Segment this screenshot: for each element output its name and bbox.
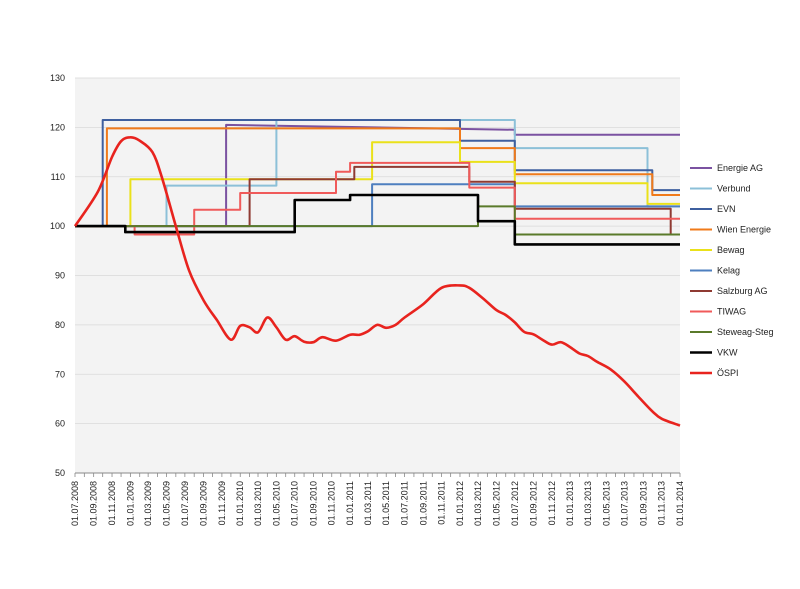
series-line-wien-energie — [75, 127, 680, 228]
y-tick-label: 60 — [55, 419, 65, 429]
y-tick-label: 70 — [55, 369, 65, 379]
y-tick-label: 120 — [50, 122, 65, 132]
x-tick-label: 01.09.2008 — [89, 481, 99, 526]
series-line-steweag-steg — [75, 205, 680, 236]
x-tick-label: 01.07.2008 — [70, 481, 80, 526]
x-tick-label: 01.03.2010 — [253, 481, 263, 526]
x-tick-label: 01.05.2009 — [162, 481, 172, 526]
legend-label: VKW — [717, 348, 738, 358]
axes: 50 60 70 80 90 100 110 120 130 01.07.2008 01.09.20… — [50, 73, 685, 526]
x-tick-label: 01.05.2013 — [601, 481, 611, 526]
y-tick-label: 90 — [55, 271, 65, 281]
x-tick-label: 01.07.2012 — [510, 481, 520, 526]
x-tick-label: 01.01.2010 — [235, 481, 245, 526]
x-tick-label: 01.01.2012 — [455, 481, 465, 526]
legend-label: TIWAG — [717, 307, 746, 317]
x-tick-label: 01.07.2013 — [620, 481, 630, 526]
y-tick-label: 80 — [55, 320, 65, 330]
series-line-bewag — [75, 141, 680, 228]
legend: Energie AG Verbund EVN Wien Energie Bewag Kel… — [690, 163, 774, 378]
legend-label: Salzburg AG — [717, 286, 768, 296]
x-tick-label: 01.09.2013 — [638, 481, 648, 526]
legend-label: Kelag — [717, 266, 740, 276]
x-tick-label: 01.11.2012 — [547, 481, 557, 525]
legend-label: EVN — [717, 204, 736, 214]
x-tick-label: 01.11.2008 — [107, 481, 117, 525]
legend-label: ÖSPI — [717, 368, 739, 378]
x-tick-label: 01.07.2010 — [290, 481, 300, 526]
x-tick-label: 01.01.2013 — [565, 481, 575, 526]
y-tick-label: 110 — [51, 172, 65, 182]
series-line--spi — [73, 135, 681, 427]
series-line-tiwag — [75, 161, 680, 236]
legend-label: Bewag — [717, 245, 745, 255]
x-tick-label: 01.09.2012 — [528, 481, 538, 526]
x-tick-label: 01.03.2009 — [143, 481, 153, 526]
x-tick-label: 01.09.2009 — [199, 481, 209, 526]
x-tick-label: 01.11.2010 — [327, 481, 337, 525]
legend-label: Verbund — [717, 184, 751, 194]
x-tick-label: 01.05.2011 — [381, 481, 391, 525]
x-tick-label: 01.05.2012 — [491, 481, 501, 526]
legend-label: Wien Energie — [717, 225, 771, 235]
x-tick-label: 01.09.2010 — [308, 481, 318, 526]
y-tick-label: 100 — [50, 221, 65, 231]
x-tick-label: 01.01.2009 — [125, 481, 135, 526]
x-tick-label: 01.07.2009 — [180, 481, 190, 526]
x-tick-label: 01.09.2011 — [418, 481, 428, 525]
y-tick-label: 130 — [50, 73, 65, 83]
legend-label: Steweag-Steg — [717, 327, 774, 337]
x-tick-label: 01.01.2014 — [675, 481, 685, 526]
series-lines — [73, 119, 681, 427]
x-tick-label: 01.11.2011 — [437, 481, 447, 525]
x-tick-label: 01.03.2013 — [583, 481, 593, 526]
series-line-vkw — [75, 193, 680, 246]
x-tick-label: 01.01.2011 — [345, 481, 355, 525]
x-tick-label: 01.03.2011 — [363, 481, 373, 525]
x-tick-label: 01.03.2012 — [473, 481, 483, 526]
legend-label: Energie AG — [717, 163, 763, 173]
x-tick-label: 01.11.2009 — [217, 481, 227, 525]
x-tick-label: 01.07.2011 — [400, 481, 410, 525]
x-tick-label: 01.05.2010 — [271, 481, 281, 526]
x-tick-label: 01.11.2013 — [657, 481, 667, 525]
y-tick-label: 50 — [55, 468, 65, 478]
